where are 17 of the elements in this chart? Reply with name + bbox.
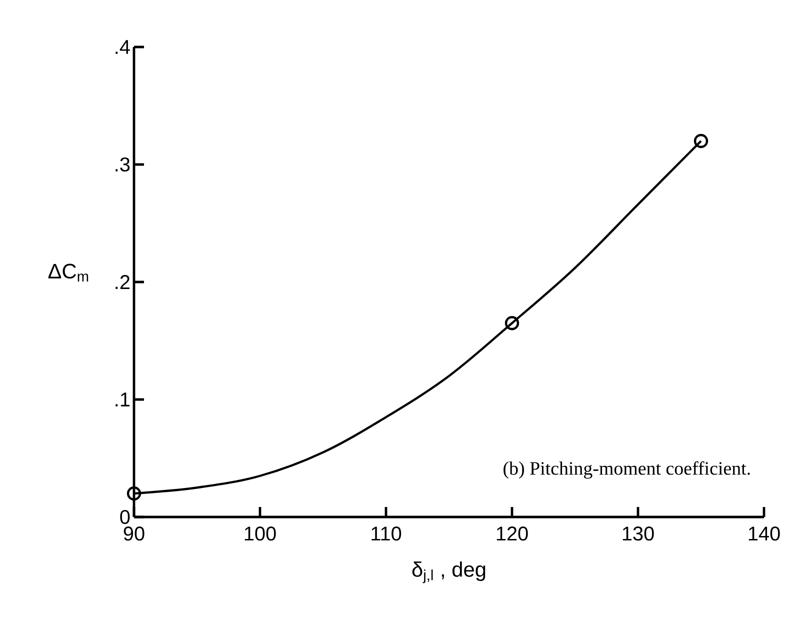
point [694,134,708,148]
x-tick-label: 120 [496,526,528,541]
y-tick-label: .4 [116,40,130,54]
y-tick-label: .2 [116,275,130,289]
x-tick-label: 100 [244,526,276,541]
annotation: (b) Pitching-moment coefficient. [504,461,750,479]
x-tick-label: 130 [622,526,654,541]
x-tick-label: 140 [748,526,780,541]
x-tick-label: 110 [372,526,402,541]
point [126,486,142,501]
y-axis-title: ΔC$_{m}$ [48,264,88,282]
y-tick-label: 0 [120,510,130,524]
point [504,316,520,330]
x-axis-title: δ$_{j,l}$ , deg [412,561,486,584]
y-tick-label: .3 [116,157,130,172]
y-tick-label: .1 [116,392,130,406]
x-tick-label: 90 [124,526,144,541]
